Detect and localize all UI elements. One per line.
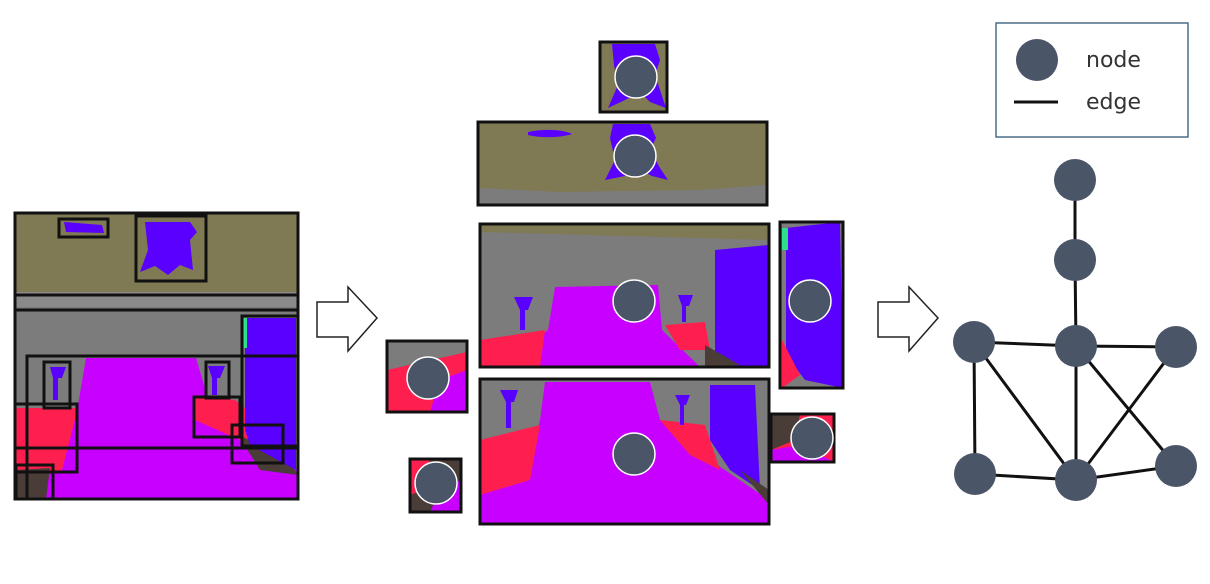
bbox-light — [57, 217, 110, 239]
crop-wall-lower — [478, 222, 771, 369]
graph-node-center — [1055, 325, 1097, 367]
crop-node — [612, 432, 656, 476]
crop-node — [613, 134, 657, 178]
graph-node-right — [1155, 326, 1197, 368]
graph-edge-right-bottom-center — [1074, 346, 1178, 481]
bbox-table-left — [13, 402, 79, 474]
graph-node-bottom-right — [1155, 445, 1197, 487]
crop-node — [612, 279, 656, 323]
graph-node-left — [953, 321, 995, 363]
crop-node — [788, 279, 832, 323]
crop-node — [414, 461, 458, 505]
arrow-right-icon — [877, 285, 940, 353]
graph-edge-center-bottom-right — [1074, 345, 1178, 467]
segmented-scene — [13, 211, 300, 501]
legend-node-icon — [1016, 39, 1058, 81]
legend-box — [995, 22, 1189, 138]
graph-node-bottom-left — [954, 453, 996, 495]
arrow-right-icon — [316, 285, 379, 353]
scene-graph — [953, 159, 1197, 501]
bbox-lamp-left — [42, 360, 72, 410]
bbox-table-right — [192, 395, 242, 439]
bbox-ceiling-object — [134, 214, 208, 283]
legend-node-label: node — [1086, 48, 1141, 73]
graph-node-top — [1054, 159, 1096, 201]
bbox-floor — [25, 354, 300, 501]
legend-edge-label: edge — [1086, 90, 1141, 115]
graph-node-upper — [1054, 239, 1096, 281]
graph-node-bottom-center — [1055, 459, 1097, 501]
graph-edge-left-bottom-center — [972, 341, 1078, 481]
object-crops — [385, 40, 845, 526]
crop-node — [406, 356, 450, 400]
graph-edge-left-bottom-left — [972, 341, 977, 475]
legend: node edge — [995, 22, 1189, 138]
crop-node — [790, 416, 834, 460]
bbox-rug — [14, 463, 55, 501]
crop-node — [614, 55, 658, 99]
bbox-chair — [230, 423, 285, 465]
